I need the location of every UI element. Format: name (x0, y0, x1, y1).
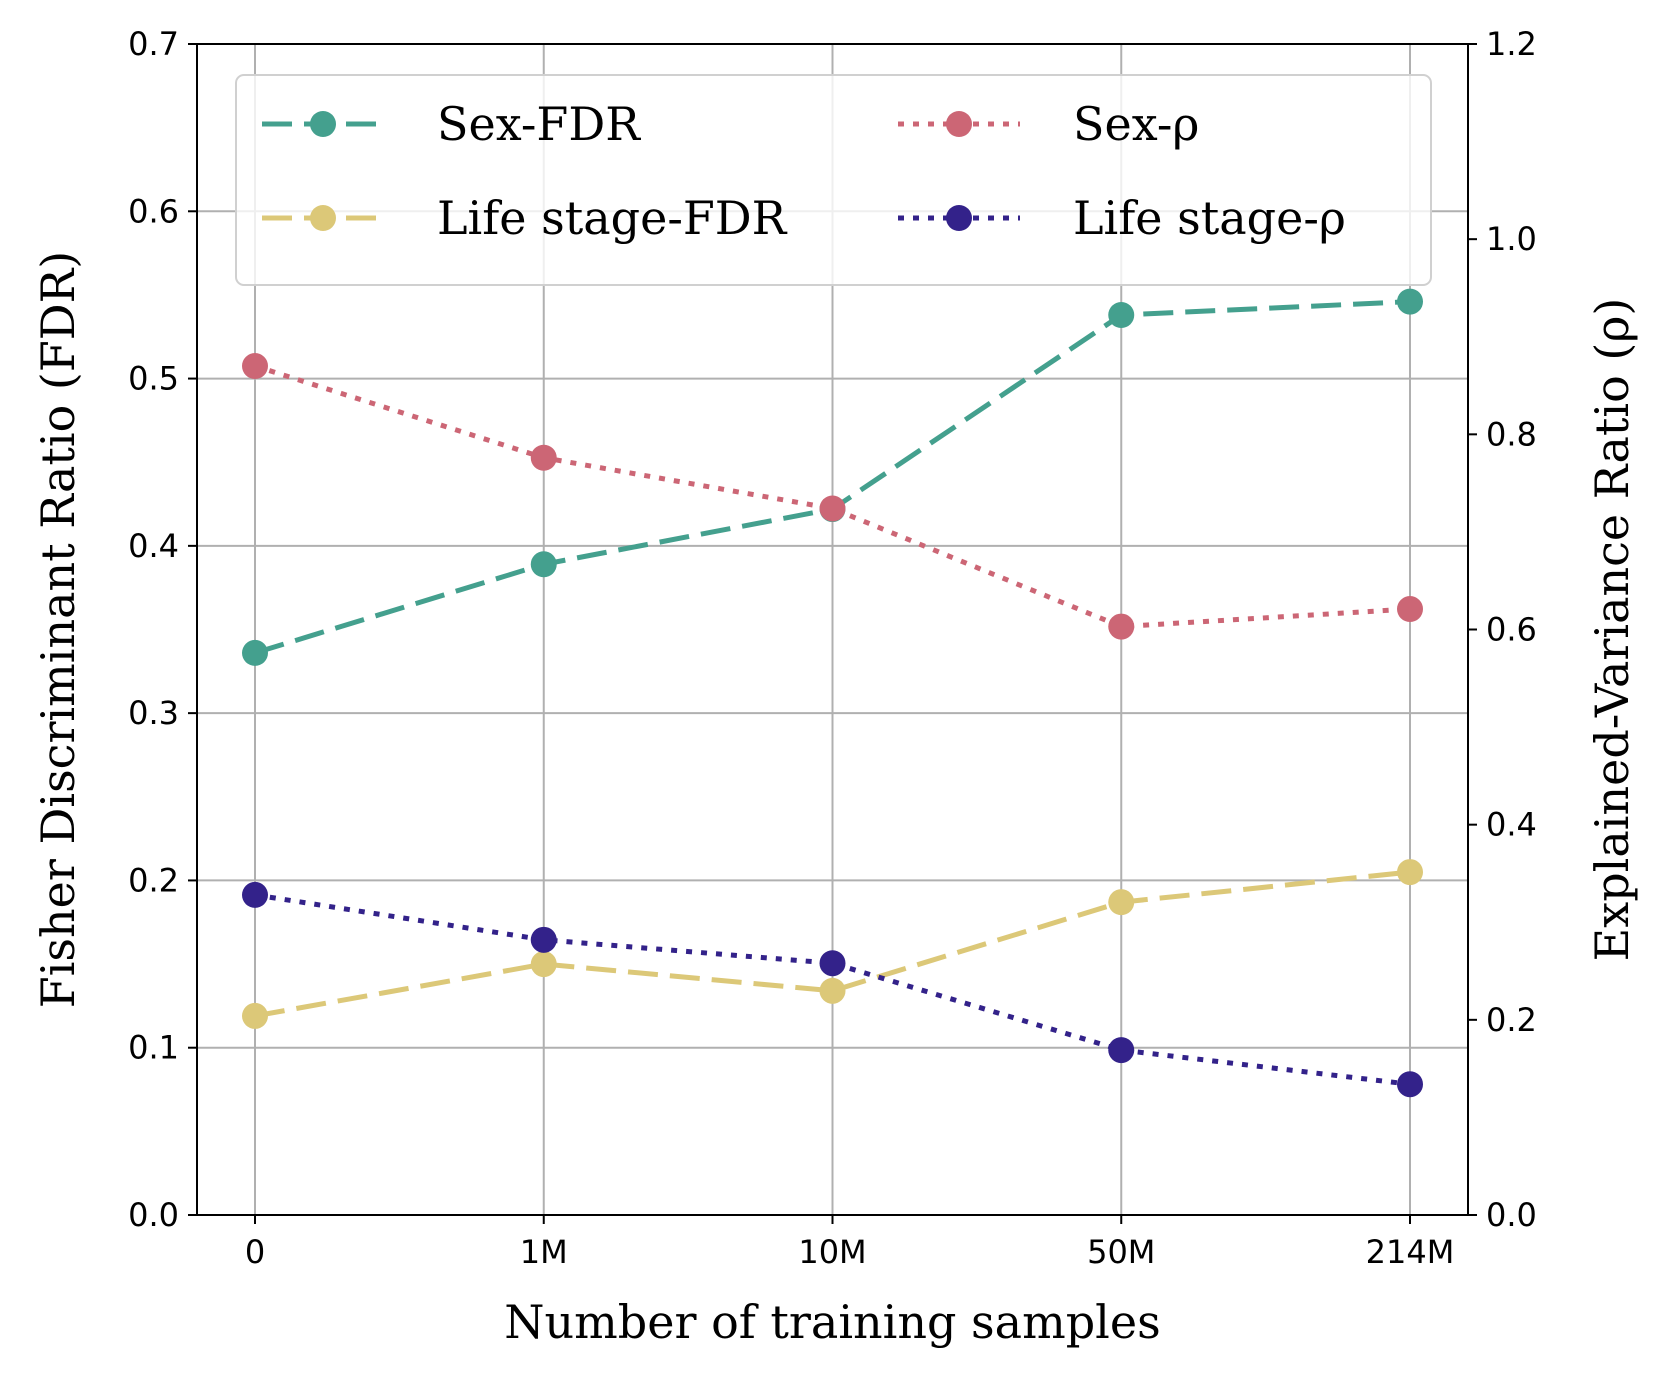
y-left-axis-title: Fisher Discriminant Ratio (FDR) (31, 251, 85, 1008)
legend-label: Sex-FDR (437, 97, 641, 151)
legend-swatch-marker (946, 111, 972, 137)
data-point (1397, 288, 1423, 315)
y-right-tick-label: 1.0 (1486, 220, 1537, 258)
y-left-tick-label: 0.5 (128, 360, 179, 398)
y-right-tick-label: 0.0 (1486, 1196, 1537, 1234)
data-point (242, 353, 268, 380)
series-line-3 (254, 892, 1411, 1087)
y-right-tick-label: 0.2 (1486, 1001, 1537, 1039)
legend-swatch-marker (946, 205, 972, 231)
y-left-tick-label: 0.3 (128, 694, 179, 732)
data-point (1108, 1037, 1135, 1064)
series-line-1 (254, 869, 1411, 1019)
x-axis-ticks: 0 1M 10M 50M 214M (245, 1215, 1455, 1271)
data-point (530, 951, 557, 978)
data-point (242, 1002, 268, 1029)
x-tick-label: 50M (1087, 1233, 1155, 1271)
legend-label: Life stage-FDR (437, 191, 788, 245)
y-right-tick-label: 0.4 (1486, 806, 1537, 844)
data-point (1397, 596, 1423, 623)
x-tick-label: 214M (1366, 1233, 1455, 1271)
data-point (819, 495, 846, 522)
y-right-tick-label: 0.8 (1486, 415, 1537, 453)
x-tick-label: 0 (245, 1233, 265, 1271)
data-point (1108, 613, 1135, 640)
x-tick-label: 10M (798, 1233, 866, 1271)
data-point (1397, 1071, 1423, 1098)
x-axis-title: Number of training samples (504, 1295, 1160, 1349)
y-left-tick-label: 0.6 (128, 192, 179, 230)
y-left-tick-label: 0.4 (128, 527, 179, 565)
legend-swatch-marker (310, 111, 336, 137)
y-left-tick-label: 0.2 (128, 861, 179, 899)
y-left-axis-ticks: 0.0 0.1 0.2 0.3 0.4 0.5 0.6 0.7 (128, 25, 197, 1234)
y-left-tick-label: 0.1 (128, 1029, 179, 1067)
legend: Sex-FDR Sex-ρ Life stage-FDR Life stage-ρ (235, 74, 1432, 286)
legend-label: Life stage-ρ (1073, 191, 1346, 245)
legend-label: Sex-ρ (1073, 97, 1199, 151)
series-markers (242, 288, 1423, 1098)
legend-box (235, 74, 1432, 286)
data-point (1108, 302, 1135, 329)
y-right-tick-label: 0.6 (1486, 611, 1537, 649)
y-right-tick-label: 1.2 (1486, 25, 1537, 63)
y-right-axis-title: Explained-Variance Ratio (ρ) (1585, 298, 1639, 962)
y-left-tick-label: 0.0 (128, 1196, 179, 1234)
y-left-tick-label: 0.7 (128, 25, 179, 63)
data-point (242, 881, 268, 908)
data-point (530, 926, 557, 953)
y-right-axis-ticks: 0.0 0.2 0.4 0.6 0.8 1.0 1.2 (1468, 25, 1537, 1234)
data-point (1108, 889, 1135, 916)
data-point (819, 950, 846, 977)
data-point (819, 977, 846, 1004)
data-point (530, 444, 557, 471)
x-tick-label: 1M (520, 1233, 568, 1271)
legend-swatch-marker (310, 205, 336, 231)
data-point (242, 639, 268, 666)
data-point (1397, 859, 1423, 886)
data-point (530, 551, 557, 578)
